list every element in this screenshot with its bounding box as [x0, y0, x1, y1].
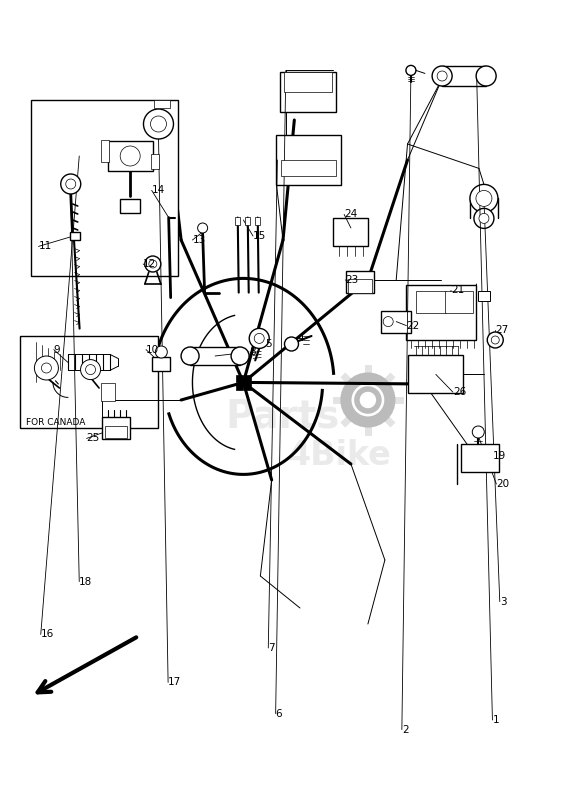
Text: 13: 13: [192, 235, 205, 245]
Circle shape: [120, 146, 140, 166]
Circle shape: [145, 256, 161, 272]
Bar: [20, 336, 158, 428]
Text: 5: 5: [265, 339, 272, 349]
Bar: [406, 285, 477, 339]
Text: 23: 23: [345, 275, 358, 285]
Text: 9: 9: [54, 345, 61, 354]
Text: 26: 26: [453, 387, 466, 397]
Circle shape: [41, 363, 52, 373]
Bar: [31, 100, 178, 276]
Bar: [276, 135, 341, 185]
Bar: [152, 357, 170, 371]
Text: 20: 20: [496, 479, 509, 489]
Circle shape: [470, 184, 498, 213]
Text: 11: 11: [38, 242, 52, 251]
Text: 17: 17: [168, 678, 181, 687]
Bar: [70, 232, 80, 240]
Text: 25: 25: [87, 434, 100, 443]
Text: FOR CANADA: FOR CANADA: [26, 418, 85, 427]
Circle shape: [35, 356, 58, 380]
Text: 15: 15: [253, 231, 266, 241]
Bar: [235, 217, 240, 225]
Circle shape: [249, 328, 269, 349]
Text: 19: 19: [492, 451, 505, 461]
Circle shape: [479, 214, 489, 223]
Circle shape: [80, 360, 101, 380]
Text: 21: 21: [451, 286, 464, 295]
Bar: [255, 217, 260, 225]
Circle shape: [181, 347, 199, 365]
Text: 24: 24: [344, 210, 357, 219]
Circle shape: [155, 346, 168, 358]
Circle shape: [198, 223, 208, 233]
Bar: [236, 375, 243, 382]
Bar: [408, 355, 464, 394]
Text: 1: 1: [492, 715, 499, 725]
Circle shape: [61, 174, 81, 194]
Bar: [190, 347, 240, 365]
Circle shape: [476, 66, 496, 86]
Bar: [461, 444, 499, 472]
Bar: [105, 426, 127, 438]
Circle shape: [406, 66, 416, 75]
Bar: [346, 270, 374, 293]
Text: 10: 10: [146, 345, 159, 354]
Circle shape: [149, 260, 157, 268]
Bar: [102, 417, 130, 439]
Circle shape: [491, 336, 499, 344]
Bar: [417, 291, 447, 313]
Bar: [478, 291, 490, 301]
Bar: [151, 154, 159, 169]
Bar: [333, 218, 368, 246]
Circle shape: [432, 66, 452, 86]
Text: 6: 6: [276, 709, 282, 718]
Circle shape: [383, 317, 393, 326]
Text: 27: 27: [495, 326, 508, 335]
Bar: [101, 140, 109, 162]
Circle shape: [476, 190, 492, 206]
Bar: [244, 383, 251, 390]
Bar: [285, 72, 332, 92]
Bar: [245, 217, 250, 225]
Text: 14: 14: [152, 186, 165, 195]
Circle shape: [85, 365, 96, 374]
Bar: [155, 100, 170, 108]
Bar: [101, 383, 114, 401]
Bar: [348, 278, 372, 293]
Circle shape: [143, 109, 174, 139]
Circle shape: [472, 426, 484, 438]
Circle shape: [151, 116, 166, 132]
Text: 3: 3: [500, 597, 507, 606]
Text: 16: 16: [41, 630, 54, 639]
Circle shape: [285, 337, 298, 351]
Circle shape: [231, 347, 249, 365]
Text: 4: 4: [297, 334, 304, 343]
Circle shape: [66, 179, 76, 189]
Text: 12: 12: [143, 259, 156, 269]
Text: 7: 7: [268, 643, 275, 653]
Bar: [120, 199, 140, 213]
Text: 8: 8: [249, 347, 256, 357]
Bar: [281, 160, 336, 176]
Circle shape: [254, 334, 264, 343]
Bar: [281, 72, 336, 112]
Circle shape: [487, 332, 503, 348]
Bar: [236, 383, 243, 390]
Text: 18: 18: [79, 577, 92, 586]
Text: 2: 2: [402, 725, 409, 734]
Bar: [381, 310, 411, 333]
Text: 4Bike: 4Bike: [288, 439, 392, 473]
Circle shape: [437, 71, 447, 81]
Circle shape: [474, 208, 494, 229]
Text: 22: 22: [406, 321, 419, 330]
Bar: [442, 66, 486, 86]
Bar: [244, 375, 251, 382]
Bar: [445, 291, 474, 313]
Text: Parts: Parts: [226, 397, 340, 435]
Bar: [108, 141, 153, 171]
